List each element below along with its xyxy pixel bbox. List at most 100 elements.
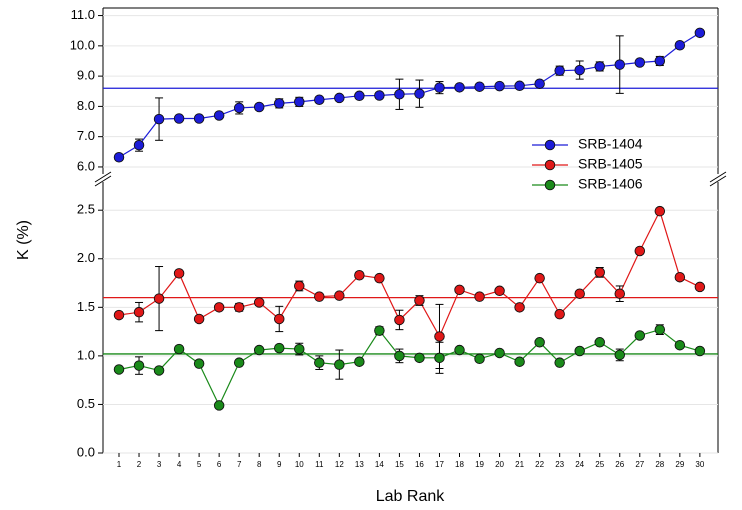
data-point [634,57,646,68]
data-point [474,353,485,365]
data-point [534,337,545,348]
y-tick-label: 7.0 [77,128,95,143]
data-point [654,205,666,217]
data-point [374,272,385,284]
data-point [494,285,505,297]
x-tick-label: 25 [595,460,604,469]
data-point [594,267,605,278]
data-point [213,302,225,313]
x-tick-label: 30 [695,460,704,469]
data-point [554,357,565,368]
x-tick-label: 23 [555,460,564,469]
data-point [193,313,205,325]
y-tick-label: 1.5 [77,299,95,314]
data-point [414,295,425,306]
data-point [294,96,305,108]
data-point [173,268,185,279]
x-tick-label: 5 [197,460,202,469]
data-point [273,342,285,354]
data-point [193,113,205,124]
data-point [153,113,165,125]
data-point [634,245,646,257]
y-tick-label: 0.5 [77,396,95,411]
data-point [574,288,585,299]
x-tick-label: 10 [295,460,304,469]
x-tick-label: 15 [395,460,404,469]
data-point [113,152,125,163]
data-point [273,98,285,109]
x-tick-label: 4 [177,460,182,469]
legend-label: SRB-1405 [578,156,643,172]
x-tick-label: 18 [455,460,464,469]
data-point [314,357,325,368]
data-point [494,347,505,359]
data-point [334,290,345,301]
data-point [233,102,245,114]
data-point [654,55,666,67]
data-point [334,92,345,104]
data-point [233,302,245,313]
series-line [118,328,701,407]
data-point [213,400,225,411]
x-tick-label: 1 [117,460,122,469]
data-point [454,82,465,93]
data-point [354,90,365,102]
x-tick-label: 14 [375,460,384,469]
data-point [394,314,405,326]
x-tick-label: 20 [495,460,504,469]
data-point [614,288,626,299]
data-point [554,308,565,320]
data-point [654,324,666,335]
legend-marker [544,179,556,191]
x-tick-label: 7 [237,460,242,469]
legend-marker [544,159,556,171]
x-tick-label: 24 [575,460,584,469]
data-point [534,78,545,89]
data-point [614,59,626,70]
x-tick-label: 12 [335,460,344,469]
data-point [694,281,706,293]
data-point [113,309,125,321]
y-tick-label: 2.5 [77,202,95,217]
x-tick-label: 11 [315,460,324,469]
data-point [133,306,145,318]
data-point [314,94,325,105]
data-point [694,27,706,39]
data-point [314,291,325,302]
data-point [434,82,445,93]
data-point [694,345,706,357]
data-point [153,365,165,376]
x-tick-label: 17 [435,460,444,469]
data-point [514,302,525,313]
data-point [233,357,245,368]
legend-label: SRB-1404 [578,136,643,152]
data-point [354,356,365,367]
data-point [574,345,585,357]
y-tick-label: 11.0 [71,7,95,22]
y-tick-label: 10.0 [70,37,95,52]
x-axis-label: Lab Rank [376,488,445,505]
data-point [394,89,405,100]
data-point [674,339,686,351]
data-point [173,113,185,124]
data-point [253,344,265,356]
data-point [594,337,605,348]
data-point [153,293,165,304]
data-point [674,271,686,283]
data-point [294,280,305,292]
data-point [374,90,385,101]
x-tick-label: 28 [655,460,664,469]
data-point [474,81,485,92]
data-point [474,291,485,302]
data-point [454,344,465,356]
x-tick-label: 8 [257,460,262,469]
x-tick-label: 16 [415,460,424,469]
data-point [213,110,225,121]
y-tick-label: 8.0 [77,98,95,113]
x-tick-label: 13 [355,460,364,469]
data-point [133,360,145,371]
x-tick-label: 29 [675,460,684,469]
frame [94,7,727,454]
data-point [454,284,465,296]
data-point [434,331,445,342]
